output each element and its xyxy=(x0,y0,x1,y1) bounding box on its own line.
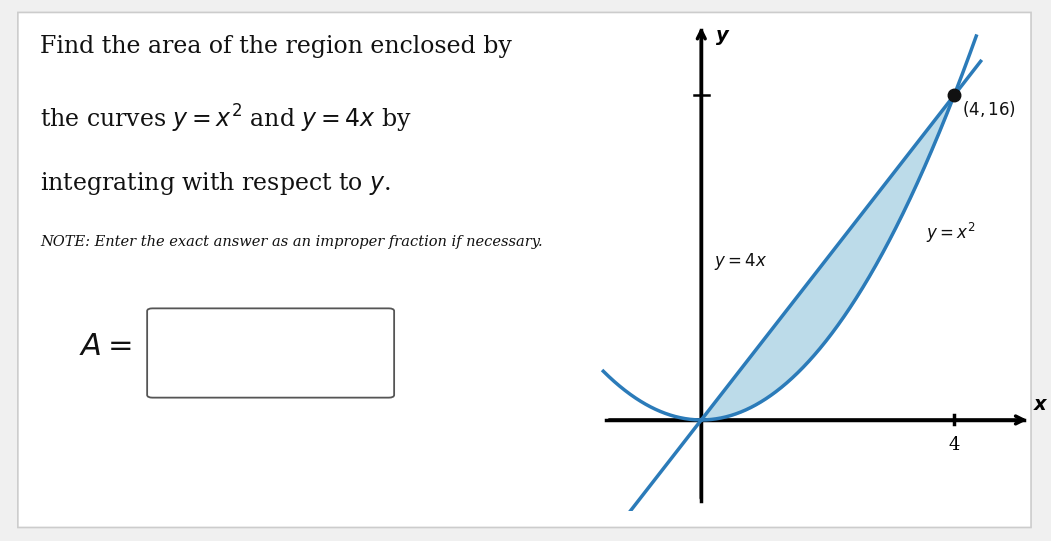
Text: $y = x^2$: $y = x^2$ xyxy=(926,221,975,246)
Text: 4: 4 xyxy=(948,436,960,454)
Text: integrating with respect to $y$.: integrating with respect to $y$. xyxy=(40,170,391,197)
Text: $(4, 16)$: $(4, 16)$ xyxy=(962,100,1015,120)
Text: NOTE: Enter the exact answer as an improper fraction if necessary.: NOTE: Enter the exact answer as an impro… xyxy=(40,235,542,249)
FancyBboxPatch shape xyxy=(147,308,394,398)
Text: $\boldsymbol{y}$: $\boldsymbol{y}$ xyxy=(715,28,730,48)
FancyBboxPatch shape xyxy=(18,12,1031,527)
Text: $y = 4x$: $y = 4x$ xyxy=(715,251,767,272)
Text: Find the area of the region enclosed by: Find the area of the region enclosed by xyxy=(40,35,512,58)
Text: $\boldsymbol{x}$: $\boldsymbol{x}$ xyxy=(1033,395,1049,414)
Text: the curves $y = x^2$ and $y = 4x$ by: the curves $y = x^2$ and $y = 4x$ by xyxy=(40,103,412,135)
Text: $A =$: $A =$ xyxy=(79,331,131,362)
